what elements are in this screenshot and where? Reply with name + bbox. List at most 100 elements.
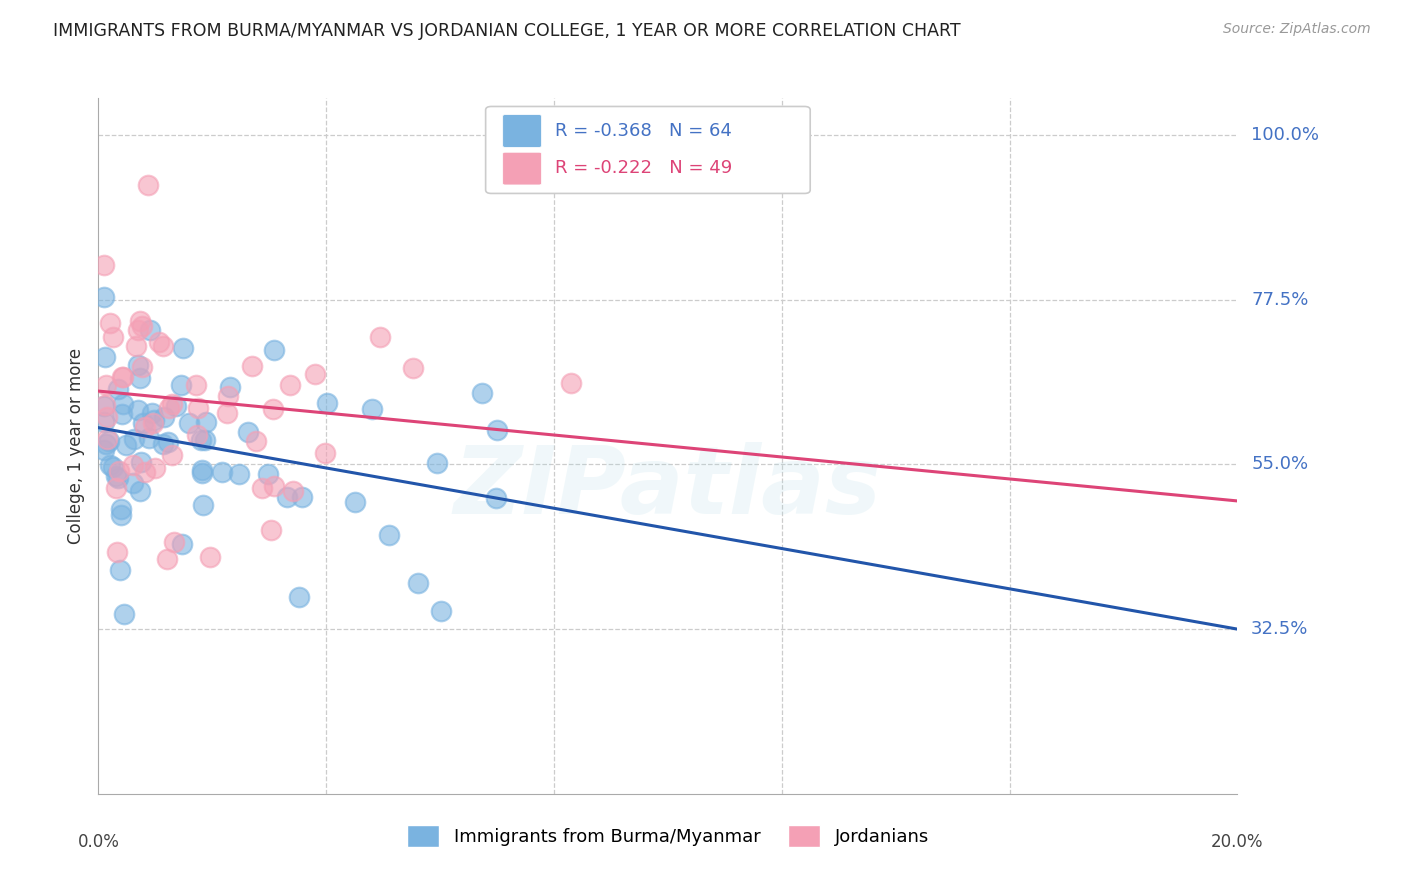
Point [276, 490, 298, 504]
Point [124, 432, 146, 446]
Point [245, 434, 267, 448]
Point [111, 407, 134, 421]
Point [291, 490, 314, 504]
Point [108, 464, 131, 478]
Point [98, 316, 121, 330]
Point [107, 382, 129, 396]
Point [194, 433, 217, 447]
Text: IMMIGRANTS FROM BURMA/MYANMAR VS JORDANIAN COLLEGE, 1 YEAR OR MORE CORRELATION C: IMMIGRANTS FROM BURMA/MYANMAR VS JORDANI… [53, 22, 962, 40]
Point [94, 437, 117, 451]
FancyBboxPatch shape [485, 106, 810, 194]
Point [560, 376, 582, 390]
Point [121, 458, 143, 472]
Point [304, 368, 326, 382]
Point [152, 437, 174, 451]
Point [112, 607, 135, 622]
Point [98, 458, 121, 472]
Point [94, 350, 117, 364]
Point [114, 438, 136, 452]
Point [163, 534, 186, 549]
FancyBboxPatch shape [503, 115, 541, 147]
Point [177, 416, 200, 430]
Point [141, 406, 163, 420]
Point [165, 399, 187, 413]
Point [288, 590, 311, 604]
Point [96, 409, 118, 424]
Point [198, 549, 221, 564]
Point [191, 466, 214, 480]
Point [104, 481, 127, 495]
Point [136, 178, 159, 192]
Point [190, 433, 212, 447]
Point [370, 329, 392, 343]
Point [121, 475, 143, 490]
Point [250, 481, 273, 495]
Point [195, 415, 218, 429]
Point [131, 360, 153, 375]
Point [156, 435, 179, 450]
Point [217, 406, 239, 420]
Point [406, 575, 429, 590]
Point [112, 397, 135, 411]
Text: 55.0%: 55.0% [1251, 455, 1309, 474]
Point [93, 399, 115, 413]
Point [105, 545, 128, 559]
Point [259, 524, 281, 538]
Point [104, 468, 127, 483]
Point [127, 323, 149, 337]
Text: 0.0%: 0.0% [77, 833, 120, 851]
Point [160, 397, 183, 411]
Point [108, 563, 131, 577]
Point [184, 378, 207, 392]
Point [240, 359, 263, 373]
Point [263, 343, 285, 357]
Point [217, 389, 239, 403]
Point [129, 455, 152, 469]
FancyBboxPatch shape [503, 153, 541, 185]
Y-axis label: College, 1 year or more: College, 1 year or more [67, 348, 86, 544]
Point [172, 341, 194, 355]
Text: 77.5%: 77.5% [1251, 291, 1309, 309]
Point [262, 401, 284, 416]
Point [128, 371, 150, 385]
Text: 32.5%: 32.5% [1251, 620, 1309, 638]
Point [101, 330, 124, 344]
Point [96, 432, 118, 446]
Point [93, 415, 115, 429]
Text: ZIPatlas: ZIPatlas [454, 442, 882, 533]
Point [107, 471, 129, 485]
Point [157, 401, 180, 415]
Point [94, 398, 117, 412]
Point [186, 427, 208, 442]
Text: 100.0%: 100.0% [1251, 126, 1319, 144]
Text: R = -0.222   N = 49: R = -0.222 N = 49 [555, 159, 733, 177]
Point [93, 290, 115, 304]
Point [125, 339, 148, 353]
Point [281, 483, 304, 498]
Point [156, 551, 179, 566]
Point [93, 258, 115, 272]
Point [127, 402, 149, 417]
Point [360, 401, 382, 416]
Point [110, 370, 132, 384]
Point [143, 412, 166, 426]
Point [152, 339, 174, 353]
Point [138, 432, 160, 446]
Point [132, 417, 155, 431]
Point [134, 465, 156, 479]
Point [170, 537, 193, 551]
Point [128, 484, 150, 499]
Point [278, 378, 301, 392]
Point [110, 501, 132, 516]
Point [471, 385, 494, 400]
Point [211, 466, 233, 480]
Point [263, 479, 285, 493]
Point [430, 604, 453, 618]
Point [191, 498, 214, 512]
Point [186, 401, 208, 415]
Text: R = -0.368   N = 64: R = -0.368 N = 64 [555, 121, 733, 140]
Point [162, 448, 184, 462]
Point [148, 334, 170, 349]
Point [153, 409, 176, 424]
Point [110, 508, 132, 522]
